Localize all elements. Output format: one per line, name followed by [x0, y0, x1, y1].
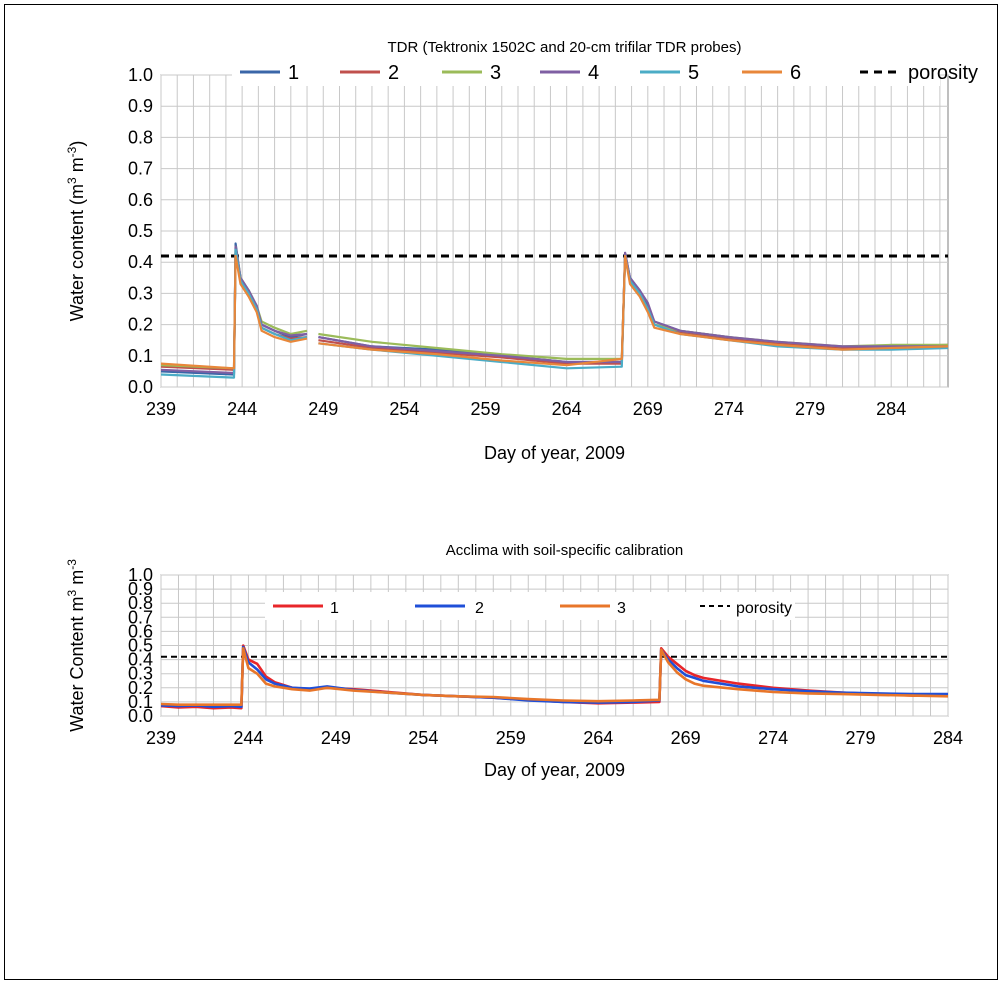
legend-label: 3	[490, 62, 501, 84]
x-tick-label: 279	[846, 728, 876, 748]
legend-entry: porosity	[860, 62, 978, 84]
y-tick-label: 0.1	[128, 692, 153, 712]
legend-entry: 3	[442, 62, 501, 84]
legend-label: 4	[588, 62, 599, 84]
y-tick-label: 0.2	[128, 315, 153, 335]
legend-entry: 1	[273, 600, 339, 617]
x-tick-label: 284	[933, 728, 963, 748]
legend-label: 6	[790, 62, 801, 84]
x-tick-label: 254	[389, 399, 419, 419]
legend-label: 2	[388, 62, 399, 84]
x-tick-label: 244	[233, 728, 263, 748]
legend-label: 5	[688, 62, 699, 84]
x-tick-label: 249	[308, 399, 338, 419]
legend-entry: 6	[742, 62, 801, 84]
legend-entry: 1	[240, 62, 299, 84]
x-tick-label: 259	[471, 399, 501, 419]
y-tick-label: 0.9	[128, 579, 153, 599]
legend-entry: porosity	[700, 600, 792, 617]
y-tick-label: 0.5	[128, 636, 153, 656]
y-tick-label: 0.3	[128, 664, 153, 684]
x-tick-label: 239	[146, 399, 176, 419]
chart-title: Acclima with soil-specific calibration	[446, 542, 684, 559]
x-axis-title: Day of year, 2009	[484, 760, 625, 780]
legend-label: 1	[330, 600, 339, 617]
legend: 1 2 3 porosity	[265, 592, 795, 620]
y-tick-label: 0.8	[128, 127, 153, 147]
y-tick-label: 0.3	[128, 283, 153, 303]
y-gridlines	[161, 574, 948, 717]
legend-entry: 2	[340, 62, 399, 84]
x-tick-label: 244	[227, 399, 257, 419]
legend: 1 2 3 4 5 6 porosity	[232, 58, 978, 86]
y-axis-title: Water Content m3 m-3	[65, 559, 87, 732]
y-tick-label: 0.8	[128, 593, 153, 613]
y-tick-label: 0.5	[128, 221, 153, 241]
figure-frame: TDR (Tektronix 1502C and 20-cm trifilar …	[4, 4, 998, 980]
legend-entry: 5	[640, 62, 699, 84]
x-tick-label: 269	[633, 399, 663, 419]
x-tick-label: 259	[496, 728, 526, 748]
y-tick-label: 0.0	[128, 706, 153, 726]
acclima-chart: Acclima with soil-specific calibration 0.…	[65, 542, 963, 780]
y-tick-label: 1.0	[128, 565, 153, 585]
legend-label: porosity	[736, 600, 792, 617]
x-tick-label: 239	[146, 728, 176, 748]
legend-entry: 4	[540, 62, 599, 84]
legend-background	[232, 58, 940, 86]
y-tick-label: 0.4	[128, 650, 153, 670]
y-tick-label: 1.0	[128, 65, 153, 85]
series-group	[161, 242, 948, 379]
tdr-chart: TDR (Tektronix 1502C and 20-cm trifilar …	[65, 39, 978, 463]
legend-label: porosity	[908, 62, 978, 84]
legend-background	[265, 592, 795, 620]
y-tick-label: 0.2	[128, 678, 153, 698]
figure-canvas: TDR (Tektronix 1502C and 20-cm trifilar …	[65, 39, 978, 780]
x-tick-label: 264	[583, 728, 613, 748]
legend-label: 1	[288, 62, 299, 84]
legend-label: 3	[617, 600, 626, 617]
y-tick-label: 0.1	[128, 346, 153, 366]
y-tick-label: 0.4	[128, 252, 153, 272]
x-tick-label: 264	[552, 399, 582, 419]
x-tick-label: 274	[758, 728, 788, 748]
y-tick-label: 0.7	[128, 159, 153, 179]
x-tick-label: 274	[714, 399, 744, 419]
y-tick-label: 0.6	[128, 621, 153, 641]
x-tick-label: 249	[321, 728, 351, 748]
series-group	[161, 644, 948, 710]
legend-label: 2	[475, 600, 484, 617]
y-tick-label: 0.7	[128, 607, 153, 627]
y-tick-label: 0.6	[128, 190, 153, 210]
y-tick-label: 0.0	[128, 377, 153, 397]
x-tick-label: 269	[671, 728, 701, 748]
y-tick-label: 0.9	[128, 96, 153, 116]
series-line-6	[161, 254, 948, 370]
x-tick-label: 279	[795, 399, 825, 419]
x-axis-title: Day of year, 2009	[484, 443, 625, 463]
y-axis-title: Water content (m3 m-3)	[65, 141, 87, 322]
legend-entry: 3	[560, 600, 626, 617]
x-tick-label: 284	[876, 399, 906, 419]
chart-title: TDR (Tektronix 1502C and 20-cm trifilar …	[387, 39, 741, 56]
x-tick-label: 254	[408, 728, 438, 748]
legend-entry: 2	[415, 600, 484, 617]
series-line-3	[161, 647, 948, 706]
